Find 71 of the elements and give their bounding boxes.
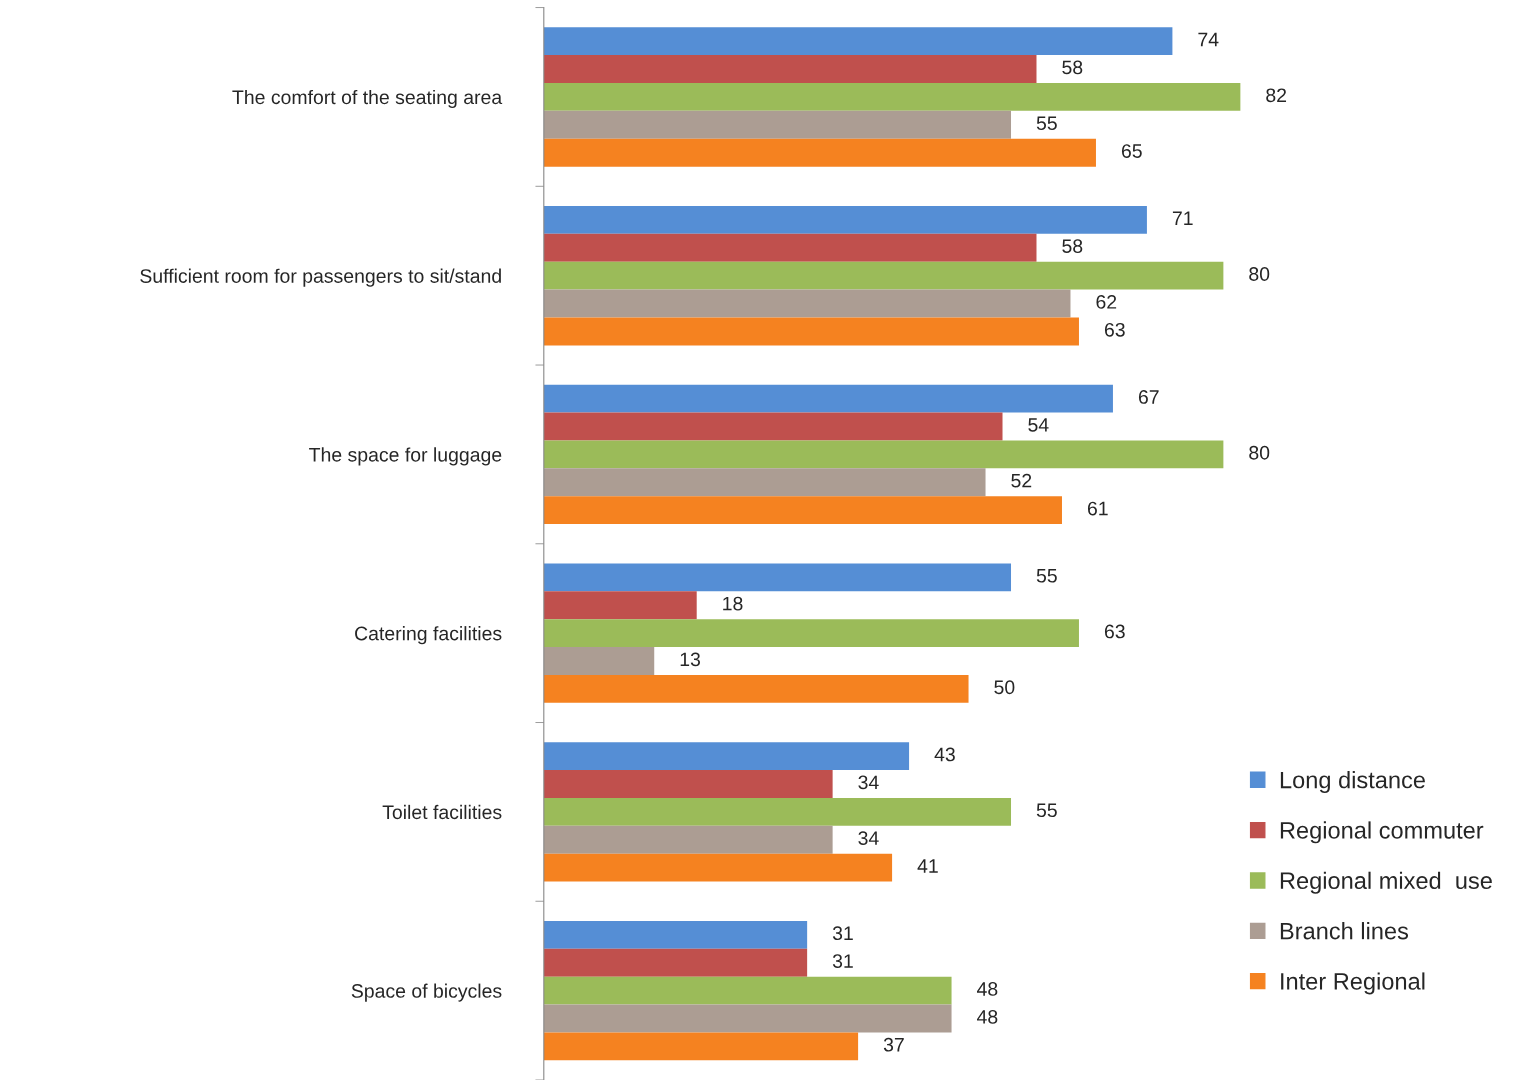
legend-label: Long distance xyxy=(1280,771,1425,794)
data-label: 55 xyxy=(1036,116,1057,131)
data-label: 41 xyxy=(917,859,938,873)
data-label: 37 xyxy=(883,1037,904,1052)
data-label: 43 xyxy=(934,747,955,762)
bar xyxy=(543,55,1037,83)
bar xyxy=(543,440,1224,469)
bar xyxy=(543,770,833,798)
data-label: 31 xyxy=(832,926,853,941)
bar xyxy=(543,563,1012,592)
bar xyxy=(543,619,1079,648)
y-tick-label: The comfort of the seating area xyxy=(232,89,503,109)
y-tick-label: Space of bicycles xyxy=(351,983,502,1002)
data-label: 67 xyxy=(1138,390,1159,404)
data-label: 65 xyxy=(1121,144,1142,158)
bar xyxy=(543,948,808,977)
y-tick-label: Catering facilities xyxy=(355,626,502,645)
bar xyxy=(543,468,986,497)
bar xyxy=(543,412,1003,441)
legend-label: Inter Regional xyxy=(1281,972,1425,995)
bar xyxy=(543,27,1173,56)
data-label: 58 xyxy=(1062,60,1083,75)
y-tick-label: The space for luggage xyxy=(309,447,502,466)
data-label: 58 xyxy=(1062,239,1083,254)
data-label: 80 xyxy=(1249,445,1270,460)
data-label: 55 xyxy=(1036,569,1057,583)
bar xyxy=(543,205,1147,234)
data-label: 52 xyxy=(1011,473,1032,488)
bar xyxy=(543,233,1037,262)
y-tick-label: Sufficient room for passengers to sit/stand xyxy=(140,268,501,287)
bar xyxy=(543,853,893,882)
bar xyxy=(543,591,697,620)
bar xyxy=(543,317,1079,346)
data-label: 71 xyxy=(1172,211,1193,225)
legend-label: Regional commuter xyxy=(1280,821,1484,844)
bar xyxy=(543,825,833,854)
bar xyxy=(543,647,655,675)
bar xyxy=(543,82,1241,111)
data-label: 54 xyxy=(1028,418,1049,432)
bar xyxy=(543,976,952,1005)
data-label: 82 xyxy=(1266,88,1287,103)
data-label: 34 xyxy=(858,775,879,790)
legend-label: Regional mixed use xyxy=(1280,871,1492,894)
data-label: 48 xyxy=(977,982,998,996)
bar xyxy=(543,289,1071,318)
bar xyxy=(543,674,969,703)
bar xyxy=(543,496,1062,525)
bar xyxy=(543,384,1113,413)
bar xyxy=(543,920,808,949)
data-label: 74 xyxy=(1198,32,1219,47)
data-label: 13 xyxy=(680,652,701,667)
data-label: 61 xyxy=(1087,501,1108,516)
data-label: 55 xyxy=(1036,803,1057,818)
bar xyxy=(543,742,910,771)
bar xyxy=(543,138,1096,167)
data-label: 80 xyxy=(1249,267,1270,281)
data-label: 48 xyxy=(977,1009,998,1024)
data-label: 34 xyxy=(858,831,879,845)
bar xyxy=(543,1032,859,1061)
data-label: 63 xyxy=(1104,322,1125,337)
data-label: 31 xyxy=(832,954,853,968)
y-tick-label: Toilet facilities xyxy=(382,804,502,820)
bar xyxy=(543,261,1224,290)
bar xyxy=(543,1004,952,1033)
bar xyxy=(543,110,1012,139)
data-label: 50 xyxy=(994,680,1015,695)
data-label: 18 xyxy=(723,596,743,611)
data-label: 62 xyxy=(1096,295,1117,309)
data-label: 63 xyxy=(1104,624,1125,639)
legend-label: Branch lines xyxy=(1280,922,1409,940)
bar xyxy=(543,797,1012,826)
